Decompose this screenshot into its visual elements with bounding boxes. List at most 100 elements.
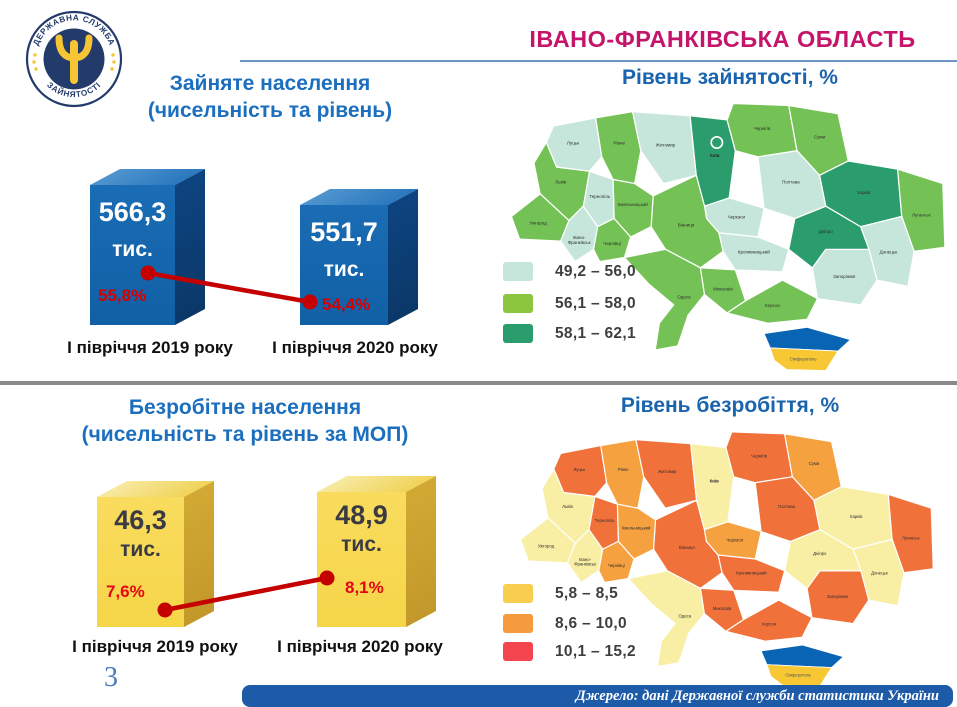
region-vinnytsia (650, 174, 724, 269)
region-label-ivanofrankivsk: Івано-Франківськ (574, 557, 596, 566)
region-odesa (627, 570, 705, 668)
region-crimea-blue (760, 644, 845, 668)
unemployment-map-title: Рівень безробіття, % (620, 394, 840, 417)
region-label-kherson: Херсон (765, 303, 781, 308)
region-label-cherkasy: Черкаси (728, 215, 746, 220)
employment-map-title: Рівень зайнятості, % (622, 66, 838, 89)
unemployment-trend-connector (157, 570, 335, 618)
source-text: Джерело: дані Державної служби статистик… (575, 688, 939, 704)
employment-bar-2019: 566,3 тис. (90, 168, 205, 325)
region-label-mykolaiv: Миколаїв (713, 606, 732, 611)
region-label-volyn: Луцьк (567, 141, 579, 146)
region-label-kyivobl: Київ (710, 153, 720, 158)
region-zhytomyr (635, 439, 698, 509)
kyiv-ring-marker (710, 136, 724, 149)
region-label-rivne: Рівне (618, 467, 629, 472)
legend-swatch (503, 584, 533, 603)
legend-label: 5,8 – 8,5 (555, 584, 619, 602)
employment-rate-2019: 55,8% (98, 286, 147, 305)
bar-unit-label: тис. (341, 533, 382, 556)
unemployment-map: Луцьк Рівне Житомир Київ Чернігів Суми Харків Л… (519, 431, 934, 687)
region-crimea-yellow (769, 347, 839, 371)
legend-row: 56,1 – 58,0 (503, 294, 636, 313)
region-rivne (600, 439, 645, 509)
region-label-zaporizhzhia: Запоріжжя (833, 274, 856, 279)
unemployment-rate-2020: 8,1% (345, 578, 384, 597)
employment-category-2020: І півріччя 2020 року (272, 338, 438, 357)
region-zakarpattia (519, 517, 576, 564)
legend-row: 49,2 – 56,0 (503, 262, 636, 281)
employment-heading-line1: Зайняте населення (169, 72, 371, 95)
employment-heading-line2: (чисельність та рівень) (147, 99, 393, 122)
bar-unit-label: тис. (112, 238, 153, 261)
region-rivne (595, 111, 642, 185)
region-label-rivne: Рівне (614, 141, 626, 146)
title-underline (240, 60, 957, 62)
logo-person-icon (55, 34, 93, 84)
legend-row: 58,1 – 62,1 (503, 324, 636, 343)
region-label-luhansk: Луганськ (912, 212, 930, 217)
unemployment-rate-2019: 7,6% (106, 582, 145, 601)
region-luhansk (887, 493, 934, 574)
bar-front-face: 566,3 тис. (90, 185, 175, 325)
region-label-lviv: Львів (555, 180, 567, 185)
region-chernivtsi (598, 540, 635, 584)
region-label-dnipro: Дніпро (813, 551, 827, 556)
legend-label: 49,2 – 56,0 (555, 262, 636, 280)
bar-unit-label: тис. (323, 258, 365, 281)
region-label-kharkiv: Харків (857, 190, 871, 195)
region-label-khmelnytskyi: Хмельницький (621, 526, 651, 531)
region-label-donetsk: Донецьк (880, 249, 898, 254)
legend-label: 10,1 – 15,2 (555, 642, 636, 660)
page-title: ІВАНО-ФРАНКІВСЬКА ОБЛАСТЬ (529, 26, 916, 52)
region-label-odesa: Одеса (677, 295, 691, 300)
region-label-dnipro: Дніпро (819, 229, 834, 234)
legend-label: 56,1 – 58,0 (555, 294, 636, 312)
region-label-donetsk: Донецьк (871, 571, 888, 576)
region-label-chernivtsi: Чернівці (608, 563, 625, 568)
legend-label: 8,6 – 10,0 (555, 614, 627, 632)
source-bar: Джерело: дані Державної служби статистик… (242, 685, 953, 707)
region-label-zakarpattia: Ужгород (538, 543, 555, 548)
region-label-kirovohrad: Кропивницький (736, 571, 767, 576)
region-label-chernihiv: Чернігів (751, 453, 767, 458)
unemployment-section-heading: Безробітне населення (чисельність та рів… (20, 394, 470, 448)
region-label-poltava: Полтава (782, 180, 800, 185)
legend-row: 5,8 – 8,5 (503, 584, 618, 603)
region-label-odesa: Одеса (678, 614, 691, 619)
bar-unit-label: тис. (120, 538, 161, 561)
bar-side-face (406, 475, 436, 627)
employment-category-2019: І півріччя 2019 року (67, 338, 233, 357)
region-label-chernihiv: Чернігів (754, 126, 771, 131)
legend-swatch (503, 324, 533, 343)
region-label-crimea: Сімферополь (785, 672, 811, 677)
region-label-poltava: Полтава (778, 504, 795, 509)
region-dnipro (788, 205, 870, 269)
region-label-ternopil: Тернопіль (589, 194, 611, 199)
region-label-ivanofrankivsk: Івано-Франківськ (568, 235, 591, 245)
unemployment-category-2019: І півріччя 2019 року (72, 637, 238, 656)
region-label-lviv: Львів (562, 504, 573, 509)
region-label-cherkasy: Черкаси (726, 537, 743, 542)
state-employment-service-logo: ДЕРЖАВНА СЛУЖБА ЗАЙНЯТОСТІ (25, 10, 123, 108)
unemployment-bar-2020: 48,9 тис. (317, 475, 436, 627)
region-zhytomyr (631, 111, 697, 185)
region-label-kyivobl: Київ (710, 479, 719, 484)
bar-value-label: 48,9 (335, 500, 388, 530)
legend-swatch (503, 262, 533, 281)
region-crimea-blue (763, 326, 852, 352)
region-label-ternopil: Тернопіль (595, 518, 616, 523)
region-label-khmelnytskyi: Хмельницький (617, 201, 648, 207)
region-label-kirovohrad: Кропивницький (738, 248, 770, 254)
bar-value-label: 46,3 (114, 505, 167, 535)
bar-value-label: 551,7 (310, 217, 378, 247)
region-odesa (623, 248, 706, 351)
region-label-sumy: Суми (809, 461, 820, 466)
region-label-kharkiv: Харків (850, 514, 863, 519)
region-zakarpattia (510, 193, 570, 242)
region-kherson (725, 599, 813, 642)
page-number: 3 (104, 662, 118, 693)
region-label-kherson: Херсон (762, 622, 777, 627)
region-label-vinnytsia: Вінниця (678, 223, 695, 228)
